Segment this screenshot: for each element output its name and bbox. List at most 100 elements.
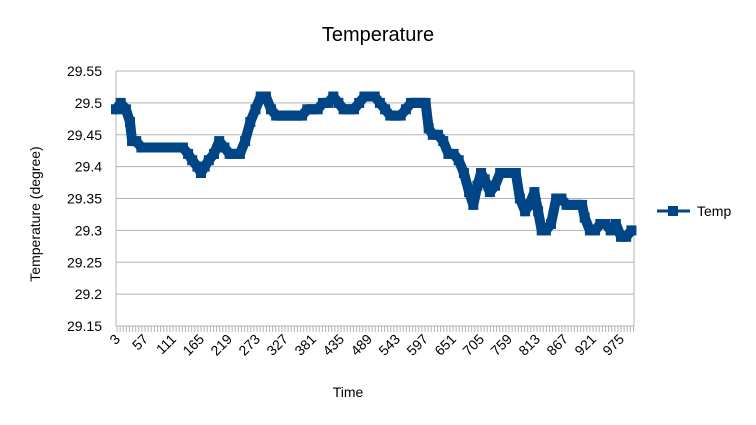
data-point <box>400 104 411 115</box>
data-point <box>476 168 486 178</box>
data-point <box>271 110 282 121</box>
data-point <box>323 97 334 108</box>
data-point <box>338 104 349 115</box>
data-point <box>566 199 577 210</box>
data-point <box>354 97 365 108</box>
data-point <box>561 199 572 210</box>
data-point <box>343 104 354 115</box>
data-point <box>546 219 556 229</box>
data-point <box>433 129 443 140</box>
data-point <box>479 174 490 185</box>
data-point <box>302 104 313 115</box>
data-point <box>183 148 194 159</box>
data-point <box>514 193 525 204</box>
data-point <box>551 193 562 204</box>
data-point <box>172 142 183 153</box>
x-tick-label: 867 <box>543 331 571 359</box>
y-tick-label: 29.3 <box>75 222 102 238</box>
data-point <box>495 168 506 178</box>
data-point <box>411 97 422 108</box>
y-tick-label: 29.55 <box>67 63 102 79</box>
data-point <box>510 168 521 178</box>
x-tick-label: 273 <box>235 331 263 359</box>
data-point <box>616 231 626 242</box>
data-point <box>196 168 206 178</box>
y-tick-label: 29.15 <box>67 318 102 334</box>
legend-marker-swatch <box>668 206 678 216</box>
x-tick-label: 651 <box>431 331 459 359</box>
y-tick-label: 29.35 <box>67 191 102 207</box>
data-point <box>443 148 454 159</box>
data-point <box>260 91 271 102</box>
data-point <box>500 168 511 178</box>
data-point <box>209 148 219 159</box>
data-point <box>438 136 449 147</box>
data-point <box>458 168 469 178</box>
y-axis-tick-labels: 29.55 29.5 29.45 29.4 29.35 29.3 29.25 29.2 29.1… <box>67 63 102 334</box>
x-axis: 3 57 111 165 219 273 327 381 435 489 543 597 651 705 7… <box>106 325 634 359</box>
data-point <box>584 225 595 236</box>
x-tick-label: 921 <box>571 331 599 359</box>
x-tick-label: 759 <box>487 331 515 359</box>
data-point <box>307 104 318 115</box>
data-point <box>605 225 616 236</box>
data-point <box>533 206 544 217</box>
x-tick-label: 3 <box>106 331 123 348</box>
y-tick-label: 29.5 <box>75 95 102 111</box>
data-point <box>420 97 431 108</box>
data-point <box>146 142 157 153</box>
x-tick-label: 327 <box>263 331 291 359</box>
data-point <box>115 97 126 108</box>
data-point <box>157 142 168 153</box>
data-point <box>162 142 173 153</box>
data-point <box>240 136 251 147</box>
data-point <box>245 117 256 127</box>
data-point <box>281 110 292 121</box>
data-point <box>453 155 464 166</box>
data-point <box>600 219 611 229</box>
data-point <box>125 117 135 127</box>
data-point <box>505 168 516 178</box>
data-point <box>423 123 434 134</box>
data-point <box>464 187 475 198</box>
data-point <box>626 225 637 236</box>
data-point <box>199 161 210 172</box>
data-point <box>177 142 188 153</box>
data-point <box>131 136 142 147</box>
data-point <box>192 161 203 172</box>
data-point <box>385 110 396 121</box>
data-point <box>572 199 582 210</box>
x-tick-label: 975 <box>599 331 627 359</box>
y-tick-label: 29.25 <box>67 254 102 270</box>
data-point <box>187 155 198 166</box>
x-axis-title: Time <box>333 384 364 400</box>
x-tick-label: 381 <box>291 331 319 359</box>
data-point <box>286 110 297 121</box>
x-tick-label: 813 <box>515 331 543 359</box>
data-point <box>484 187 495 198</box>
data-point <box>312 104 323 115</box>
data-point <box>406 97 416 108</box>
data-point <box>152 142 162 153</box>
data-point <box>374 97 385 108</box>
x-tick-label: 705 <box>459 331 487 359</box>
data-point <box>276 110 287 121</box>
data-point <box>529 187 540 198</box>
y-tick-label: 29.4 <box>75 159 102 175</box>
legend-label-temp: Temp <box>697 203 731 219</box>
x-tick-label: 219 <box>207 331 235 359</box>
data-point <box>203 155 214 166</box>
data-point <box>214 136 225 147</box>
data-point <box>579 212 590 223</box>
data-point <box>111 104 121 115</box>
x-tick-label: 489 <box>347 331 375 359</box>
data-point <box>490 180 500 191</box>
data-point <box>577 199 588 210</box>
data-point <box>317 97 328 108</box>
x-tick-label: 165 <box>179 331 207 359</box>
data-point <box>255 91 266 102</box>
data-point <box>380 104 391 115</box>
data-point <box>141 142 152 153</box>
data-point <box>369 91 380 102</box>
data-point <box>520 206 531 217</box>
